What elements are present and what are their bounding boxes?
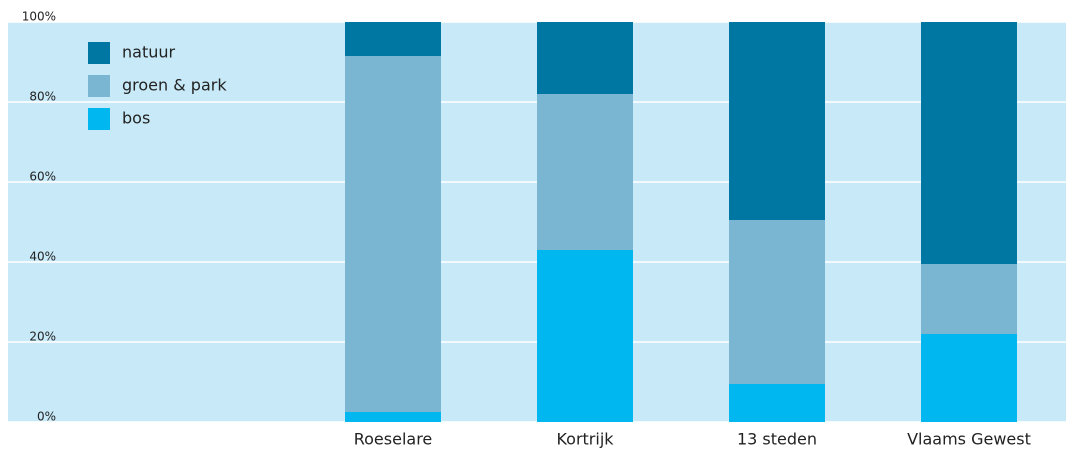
- y-tick-label: 40%: [29, 250, 56, 264]
- bar-segment: [921, 264, 1017, 334]
- bar-segment: [729, 220, 825, 384]
- legend-label: groen & park: [122, 76, 227, 95]
- y-tick-label: 20%: [29, 330, 56, 344]
- legend-swatch: [88, 108, 110, 130]
- x-tick-label: Vlaams Gewest: [907, 430, 1031, 449]
- bar-segment: [729, 384, 825, 422]
- x-tick-label: 13 steden: [737, 430, 817, 449]
- bar-segment: [537, 94, 633, 250]
- y-tick-label: 0%: [37, 410, 56, 424]
- bar-segment: [729, 22, 825, 220]
- legend-label: bos: [122, 109, 150, 128]
- bar-segment: [537, 22, 633, 94]
- x-tick-label: Kortrijk: [556, 430, 614, 449]
- bar-segment: [345, 22, 441, 56]
- bar-segment: [345, 56, 441, 412]
- legend-swatch: [88, 42, 110, 64]
- y-tick-label: 100%: [22, 10, 56, 24]
- x-tick-label: Roeselare: [354, 430, 433, 449]
- bar-segment: [345, 412, 441, 422]
- bar-segment: [537, 250, 633, 422]
- legend-swatch: [88, 75, 110, 97]
- legend-label: natuur: [122, 43, 176, 62]
- bar-segment: [921, 334, 1017, 422]
- y-tick-label: 80%: [29, 90, 56, 104]
- bar-segment: [921, 22, 1017, 264]
- y-tick-label: 60%: [29, 170, 56, 184]
